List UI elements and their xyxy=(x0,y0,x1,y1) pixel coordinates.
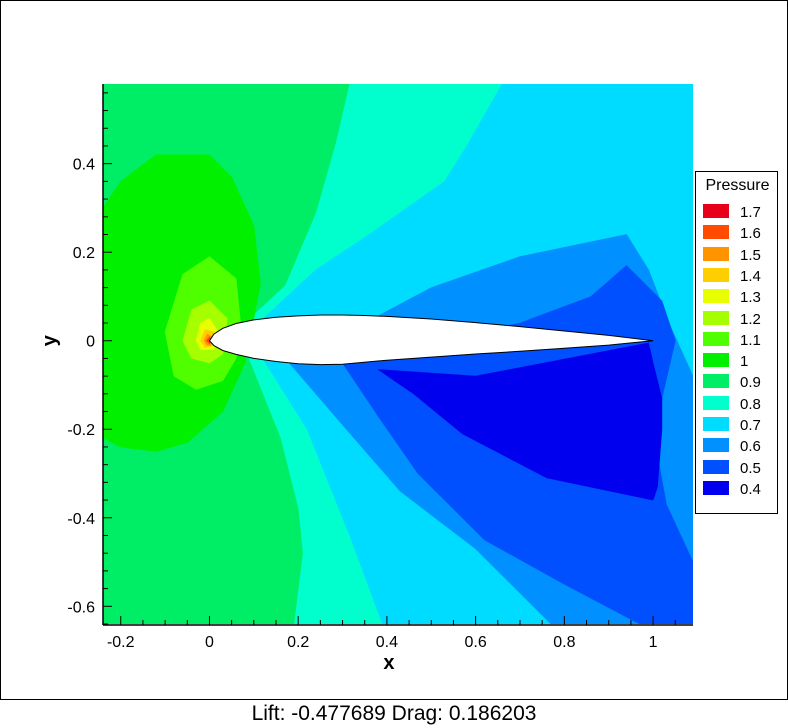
legend-label: 1.4 xyxy=(740,267,761,285)
y-tick-label: -0.2 xyxy=(67,422,95,439)
legend-swatch xyxy=(703,395,729,410)
y-axis-label: y xyxy=(39,334,61,346)
legend-label: 1 xyxy=(740,353,749,371)
x-tick-label: 0.2 xyxy=(287,634,309,651)
airfoil-shape xyxy=(208,314,654,366)
x-tick-label: 0.4 xyxy=(376,634,398,651)
legend-swatch xyxy=(703,225,729,240)
y-tick-label: 0.2 xyxy=(73,245,95,262)
legend-label: 1.2 xyxy=(740,310,761,328)
legend-swatch xyxy=(703,331,729,346)
lift-drag-caption: Lift: -0.477689 Drag: 0.186203 xyxy=(251,702,537,725)
contour-level-0.4 xyxy=(376,342,663,501)
x-tick-label: 0 xyxy=(205,634,214,651)
legend-swatch xyxy=(703,353,729,368)
y-tick-label: 0.4 xyxy=(73,157,95,174)
legend-label: 1.3 xyxy=(740,289,761,307)
contour-plot: -0.2 0 0.2 0.4 0.6 0.8 1-0.6-0.4-0.200.20.4xy xyxy=(39,84,693,674)
legend-swatch xyxy=(703,267,729,282)
legend-swatch xyxy=(703,246,729,261)
legend-label: 1.7 xyxy=(740,204,761,221)
pressure-legend: Pressure 1.7 1.6 1.5 1.4 1.3 1.2 1.1 1 0.9 0.8 0.7… xyxy=(695,171,778,514)
legend-label: 1.1 xyxy=(740,331,761,349)
legend-label: 0.4 xyxy=(740,480,761,498)
contour-regions xyxy=(103,84,693,624)
legend-swatch xyxy=(703,438,729,453)
x-tick-label: 1 xyxy=(649,634,658,651)
legend-label: 0.6 xyxy=(740,438,761,456)
legend-label: 0.8 xyxy=(740,395,761,413)
legend-swatch xyxy=(703,310,729,325)
y-tick-label: 0 xyxy=(86,334,95,351)
legend-label: 0.9 xyxy=(740,374,761,392)
legend-title: Pressure xyxy=(705,177,770,194)
legend-swatch xyxy=(703,480,729,495)
x-tick-label: 0.6 xyxy=(465,634,487,651)
y-tick-label: -0.6 xyxy=(67,599,95,616)
legend-label: 0.7 xyxy=(740,417,761,434)
legend-label: 0.5 xyxy=(740,459,761,477)
legend-label: 1.6 xyxy=(740,225,761,243)
x-tick-label: 0.8 xyxy=(553,634,575,651)
x-axis-label: x xyxy=(383,652,394,674)
x-tick-label: -0.2 xyxy=(107,634,135,651)
legend-label: 1.5 xyxy=(740,246,761,264)
legend-swatch xyxy=(703,204,729,218)
legend-swatch xyxy=(703,289,729,304)
legend-swatch xyxy=(703,459,729,474)
y-tick-label: -0.4 xyxy=(67,511,95,528)
legend-swatch xyxy=(703,374,729,389)
legend-swatch xyxy=(703,417,729,431)
